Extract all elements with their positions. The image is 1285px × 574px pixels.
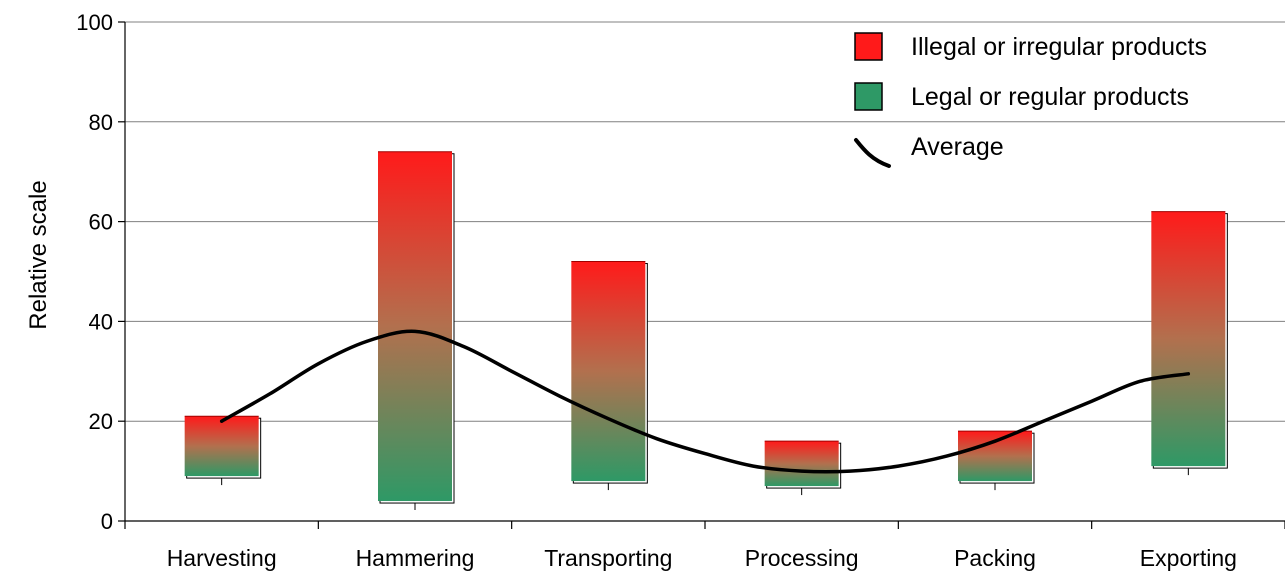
bar (764, 441, 839, 487)
average-series (219, 329, 1191, 474)
x-tick-label: Transporting (544, 545, 672, 571)
y-tick-label: 20 (89, 409, 113, 434)
average-line (219, 329, 1191, 474)
legend-label: Average (911, 133, 1004, 161)
legend-swatch (854, 32, 883, 61)
legend-swatch (854, 82, 883, 111)
bar (1151, 211, 1226, 467)
y-axis-title: Relative scale (25, 180, 52, 329)
y-tick-label: 80 (89, 110, 113, 135)
gridlines (125, 21, 1285, 422)
y-tick-label: 100 (76, 10, 113, 35)
legend: Illegal or irregular products Legal or re… (854, 32, 1207, 168)
legend-label: Legal or regular products (911, 83, 1189, 111)
x-tick-label: Packing (954, 545, 1036, 571)
bar (378, 151, 452, 502)
x-tick-label: Exporting (1140, 545, 1237, 571)
x-tick-label: Harvesting (167, 545, 277, 571)
bar-series (184, 151, 1228, 511)
y-tick-label: 60 (89, 210, 113, 235)
bar (571, 261, 646, 482)
y-tick-labels: 0 20 40 60 80 100 (76, 10, 113, 534)
bar (184, 416, 259, 477)
x-tick-label: Processing (745, 545, 859, 571)
y-tick-label: 40 (89, 309, 113, 334)
axes (118, 21, 1285, 529)
bar (958, 431, 1032, 482)
legend-line-symbol (854, 138, 891, 168)
x-tick-label: Hammering (356, 545, 475, 571)
legend-label: Illegal or irregular products (911, 33, 1207, 61)
y-tick-label: 0 (101, 509, 113, 534)
x-tick-labels: Harvesting Hammering Transporting Processin… (167, 545, 1237, 571)
